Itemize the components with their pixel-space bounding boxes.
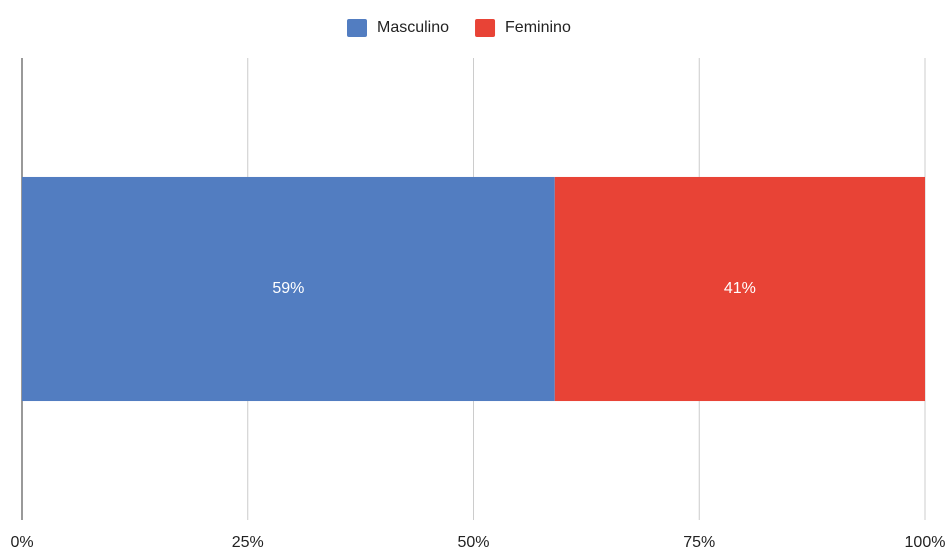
- x-tick-label: 75%: [683, 534, 715, 551]
- legend-swatch: [347, 19, 367, 37]
- x-tick-label: 50%: [457, 534, 489, 551]
- bar: [22, 176, 555, 402]
- legend-label: Masculino: [377, 19, 449, 36]
- data-label: 41%: [724, 280, 756, 297]
- x-tick-label: 25%: [232, 534, 264, 551]
- data-label: 59%: [272, 280, 304, 297]
- legend-swatch: [475, 19, 496, 37]
- bar: [554, 176, 925, 402]
- x-tick-label: 100%: [905, 534, 946, 551]
- x-tick-label: 0%: [10, 534, 33, 551]
- legend-label: Feminino: [505, 19, 571, 36]
